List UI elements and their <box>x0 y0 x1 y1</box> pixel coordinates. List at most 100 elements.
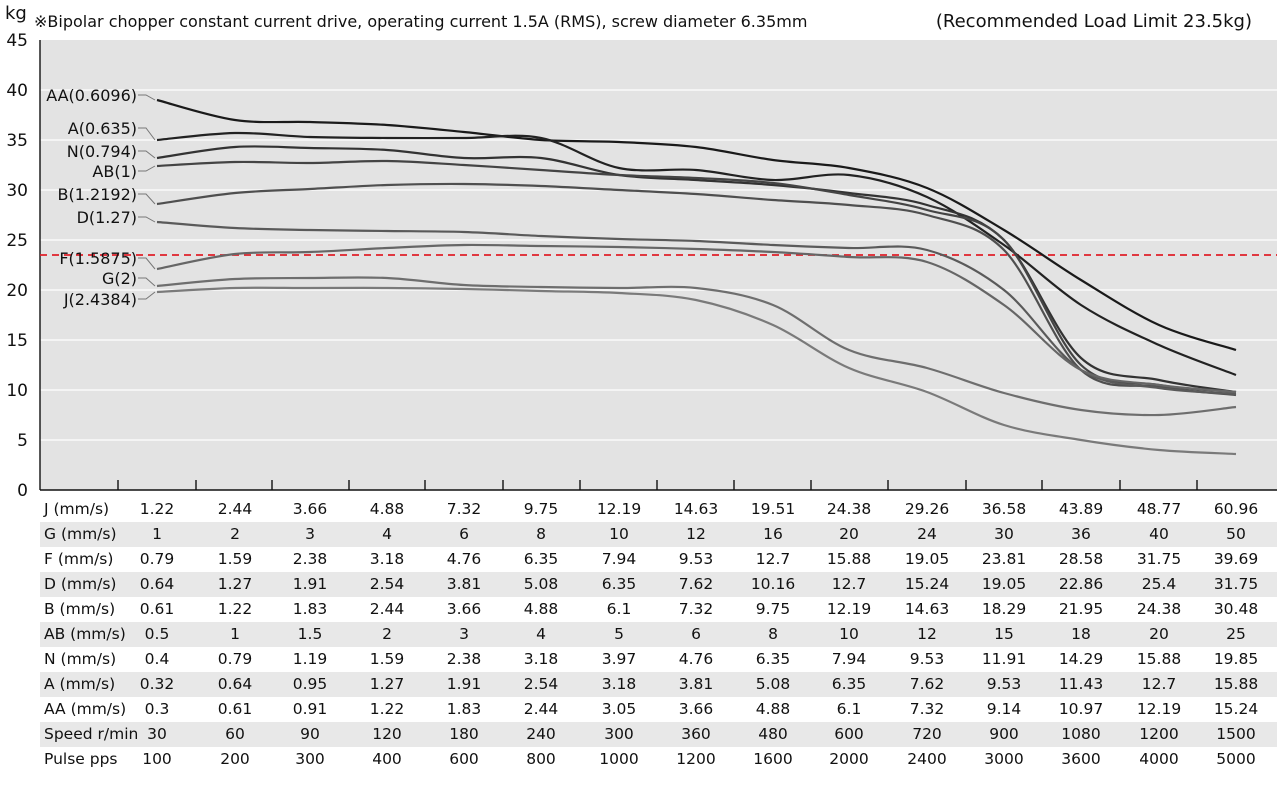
table-cell-1-2: 3 <box>305 525 315 543</box>
table-cell-6-2: 1.19 <box>293 650 328 668</box>
table-cell-9-12: 1080 <box>1061 725 1100 743</box>
series-label-leader-g <box>138 277 156 287</box>
table-cell-9-11: 900 <box>989 725 1019 743</box>
y-tick-label-40: 40 <box>6 81 28 101</box>
table-cell-5-13: 20 <box>1149 625 1169 643</box>
series-label-leader-j <box>138 291 156 300</box>
table-cell-2-1: 1.59 <box>218 550 253 568</box>
table-cell-6-1: 0.79 <box>218 650 253 668</box>
table-cell-3-14: 31.75 <box>1214 575 1258 593</box>
table-cell-2-12: 28.58 <box>1059 550 1103 568</box>
table-row-label-1: G (mm/s) <box>44 525 117 543</box>
table-cell-8-10: 7.32 <box>910 700 945 718</box>
table-cell-7-10: 7.62 <box>910 675 945 693</box>
table-cell-9-8: 480 <box>758 725 788 743</box>
table-cell-3-3: 2.54 <box>370 575 405 593</box>
table-cell-3-8: 10.16 <box>751 575 795 593</box>
series-label-leader-aa <box>138 94 156 101</box>
y-tick-label-20: 20 <box>6 281 28 301</box>
plot-background <box>40 40 1277 490</box>
table-cell-3-1: 1.27 <box>218 575 253 593</box>
table-stripe-5 <box>40 622 1277 647</box>
table-cell-6-5: 3.18 <box>524 650 559 668</box>
table-cell-8-14: 15.24 <box>1214 700 1258 718</box>
table-cell-8-13: 12.19 <box>1137 700 1181 718</box>
table-cell-9-5: 240 <box>526 725 556 743</box>
table-row-label-0: J (mm/s) <box>43 500 109 518</box>
table-row-label-7: A (mm/s) <box>44 675 115 693</box>
series-label-f: F(1.5875) <box>59 249 137 268</box>
table-cell-6-4: 2.38 <box>447 650 482 668</box>
y-tick-label-5: 5 <box>17 431 28 451</box>
table-cell-2-2: 2.38 <box>293 550 328 568</box>
table-row-label-3: D (mm/s) <box>44 575 116 593</box>
table-cell-3-7: 7.62 <box>679 575 714 593</box>
table-cell-1-8: 16 <box>763 525 783 543</box>
series-label-leader-b <box>138 193 156 205</box>
table-cell-3-12: 22.86 <box>1059 575 1103 593</box>
table-cell-0-12: 43.89 <box>1059 500 1103 518</box>
series-label-aa: AA(0.6096) <box>46 86 137 105</box>
table-cell-5-12: 18 <box>1071 625 1091 643</box>
table-cell-3-4: 3.81 <box>447 575 482 593</box>
table-cell-9-4: 180 <box>449 725 479 743</box>
y-tick-label-30: 30 <box>6 181 28 201</box>
series-line-n <box>156 145 1237 394</box>
table-cell-4-9: 12.19 <box>827 600 871 618</box>
table-cell-7-12: 11.43 <box>1059 675 1103 693</box>
series-labels: AA(0.6096) A(0.635) N(0.794)AB(1) B(1.2192)… <box>46 86 156 309</box>
table-row-label-10: Pulse pps <box>44 750 118 768</box>
y-tick-label-45: 45 <box>6 31 28 51</box>
table-cell-10-13: 4000 <box>1139 750 1178 768</box>
table-cell-6-6: 3.97 <box>602 650 637 668</box>
table-cell-5-8: 8 <box>768 625 778 643</box>
table-row-label-5: AB (mm/s) <box>44 625 126 643</box>
table-cell-10-0: 100 <box>142 750 172 768</box>
table-cell-9-9: 600 <box>834 725 864 743</box>
table-cell-4-10: 14.63 <box>905 600 949 618</box>
series-line-a <box>156 131 1237 377</box>
series-label-leader-d <box>138 216 156 223</box>
table-cell-5-2: 1.5 <box>298 625 323 643</box>
table-cell-2-6: 7.94 <box>602 550 637 568</box>
y-axis-unit: kg <box>5 3 27 24</box>
table-cell-7-6: 3.18 <box>602 675 637 693</box>
table-cell-8-1: 0.61 <box>218 700 253 718</box>
table-cell-4-13: 24.38 <box>1137 600 1181 618</box>
table-cell-1-14: 50 <box>1226 525 1246 543</box>
table-cell-10-8: 1600 <box>753 750 792 768</box>
table-cell-2-11: 23.81 <box>982 550 1026 568</box>
table-cell-0-8: 19.51 <box>751 500 795 518</box>
table-cell-9-10: 720 <box>912 725 942 743</box>
table-cell-4-4: 3.66 <box>447 600 482 618</box>
table-cell-9-0: 30 <box>147 725 167 743</box>
table-stripe-9 <box>40 722 1277 747</box>
table-row-label-6: N (mm/s) <box>44 650 116 668</box>
table-cell-4-11: 18.29 <box>982 600 1026 618</box>
series-label-b: B(1.2192) <box>58 185 137 204</box>
table-cell-1-6: 10 <box>609 525 629 543</box>
table-row-label-4: B (mm/s) <box>44 600 115 618</box>
table-cell-7-3: 1.27 <box>370 675 405 693</box>
table-cell-10-11: 3000 <box>984 750 1023 768</box>
series-line-d <box>156 220 1237 396</box>
table-cell-5-4: 3 <box>459 625 469 643</box>
table-cell-8-8: 4.88 <box>756 700 791 718</box>
table-cell-9-7: 360 <box>681 725 711 743</box>
series-label-d: D(1.27) <box>77 208 137 227</box>
table-cell-2-14: 39.69 <box>1214 550 1258 568</box>
series-line-aa <box>156 98 1237 352</box>
table-cell-6-12: 14.29 <box>1059 650 1103 668</box>
table-row-label-2: F (mm/s) <box>44 550 113 568</box>
table-cell-8-0: 0.3 <box>145 700 170 718</box>
table-cell-10-6: 1000 <box>599 750 638 768</box>
table-cell-6-3: 1.59 <box>370 650 405 668</box>
table-cell-4-6: 6.1 <box>607 600 632 618</box>
table-cell-7-1: 0.64 <box>218 675 253 693</box>
table-cell-10-9: 2000 <box>829 750 868 768</box>
table-cell-6-8: 6.35 <box>756 650 791 668</box>
y-tick-label-25: 25 <box>6 231 28 251</box>
table-cell-2-13: 31.75 <box>1137 550 1181 568</box>
table-cell-1-0: 1 <box>152 525 162 543</box>
